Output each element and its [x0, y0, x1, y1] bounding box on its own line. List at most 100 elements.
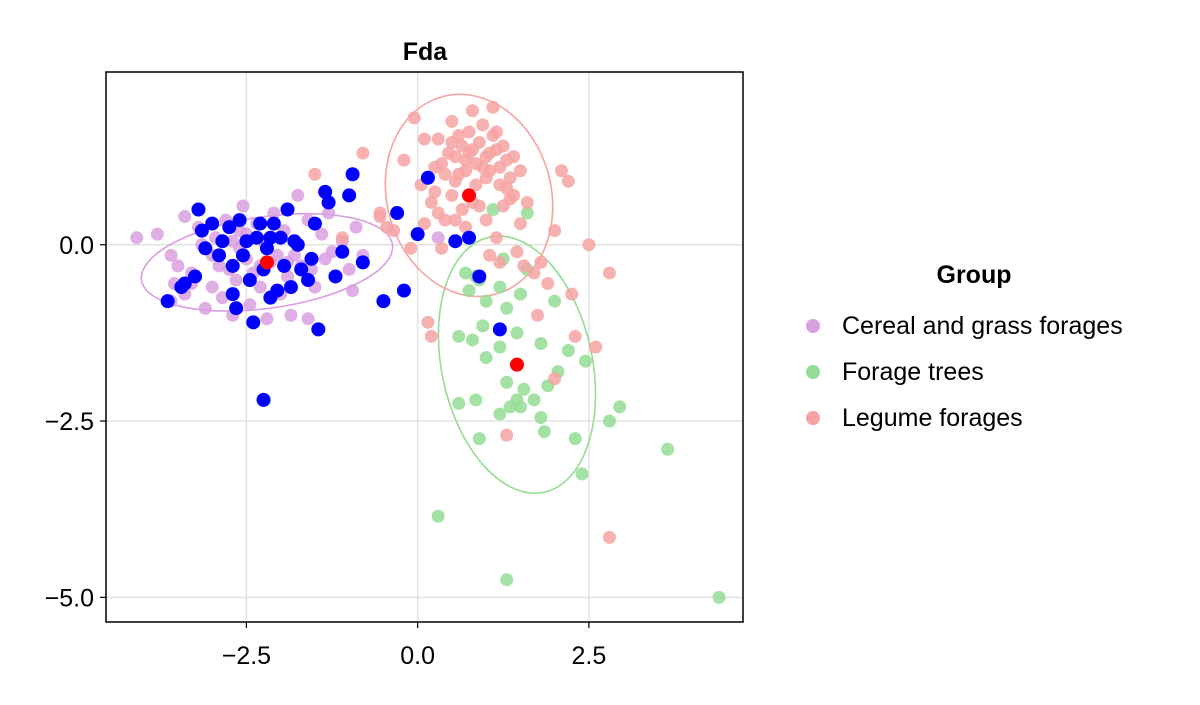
data-point — [534, 255, 548, 269]
data-point — [462, 125, 476, 139]
highlighted-point — [321, 195, 336, 210]
data-point — [589, 340, 603, 354]
data-point — [428, 185, 442, 199]
data-point — [476, 319, 490, 333]
data-point — [517, 259, 531, 273]
data-point — [229, 273, 243, 287]
centroid-point — [259, 255, 274, 270]
data-point — [548, 372, 562, 386]
data-point — [479, 171, 493, 185]
highlighted-point — [345, 167, 360, 182]
highlighted-point — [396, 283, 411, 298]
data-point — [500, 428, 514, 442]
data-point — [472, 432, 486, 446]
legend-label-cereal: Cereal and grass forages — [842, 312, 1123, 340]
highlighted-point — [280, 202, 295, 217]
highlighted-point — [420, 170, 435, 185]
highlighted-point — [215, 234, 230, 249]
data-point — [455, 203, 469, 216]
data-point — [613, 400, 627, 414]
confidence-ellipses — [140, 93, 597, 494]
data-point — [561, 344, 575, 358]
legend-marker-legume — [806, 411, 820, 425]
data-point — [445, 114, 459, 128]
data-point — [431, 231, 445, 245]
data-point — [531, 308, 545, 322]
data-point — [431, 509, 445, 523]
data-point — [301, 312, 315, 326]
data-point — [452, 329, 466, 343]
data-point — [267, 206, 281, 220]
highlighted-point — [235, 248, 250, 263]
data-point — [568, 432, 582, 446]
data-point — [493, 340, 507, 354]
highlighted-point — [472, 269, 487, 284]
data-point — [407, 111, 421, 125]
data-point — [452, 128, 466, 142]
y-tick-label: −2.5 — [45, 408, 94, 436]
data-point — [325, 245, 339, 259]
data-point — [418, 132, 431, 146]
data-point — [284, 308, 298, 322]
data-point — [349, 220, 363, 234]
data-point — [469, 178, 483, 192]
data-point — [346, 284, 360, 298]
data-point — [465, 333, 479, 347]
data-point — [554, 164, 568, 178]
data-point — [493, 407, 507, 421]
data-point — [452, 396, 466, 410]
data-point — [236, 199, 250, 213]
highlighted-point — [283, 280, 298, 295]
highlighted-point — [225, 258, 240, 273]
data-point — [503, 400, 517, 414]
data-point — [418, 217, 431, 231]
highlighted-point — [266, 216, 281, 231]
data-point — [421, 315, 435, 329]
data-point — [486, 203, 500, 216]
data-point — [462, 146, 476, 160]
highlighted-point — [342, 188, 357, 203]
highlighted-point — [191, 202, 206, 217]
data-point — [438, 167, 452, 181]
legend-marker-trees — [806, 365, 820, 379]
data-point — [486, 100, 500, 114]
highlighted-point — [177, 276, 192, 291]
data-point — [308, 167, 322, 181]
highlighted-point — [290, 237, 305, 252]
data-point — [582, 238, 596, 252]
data-point — [472, 136, 486, 150]
highlighted-point — [259, 241, 274, 256]
data-point — [387, 224, 401, 238]
data-point — [548, 294, 562, 308]
data-point — [459, 220, 473, 234]
highlighted-point — [304, 251, 319, 266]
highlighted-point — [492, 322, 507, 337]
data-point — [438, 213, 452, 227]
data-point — [424, 329, 438, 343]
highlighted-point — [294, 262, 309, 277]
grid — [106, 72, 743, 622]
data-point — [462, 284, 476, 298]
highlighted-point — [205, 216, 220, 231]
data-point — [435, 241, 449, 255]
data-point — [472, 199, 486, 213]
data-point — [315, 227, 329, 241]
data-point — [459, 266, 473, 280]
x-tick-label: 0.0 — [400, 642, 435, 670]
data-point — [527, 393, 541, 407]
data-point — [164, 248, 178, 262]
data-point — [397, 153, 411, 167]
data-point — [534, 411, 548, 425]
highlighted-point — [225, 287, 240, 302]
data-point — [452, 167, 466, 181]
legend: Group Cereal and grass forages Forage tr… — [806, 261, 1123, 432]
data-point — [356, 146, 370, 160]
data-point — [476, 118, 490, 132]
data-point — [534, 336, 548, 350]
data-point — [465, 104, 479, 118]
data-point — [448, 213, 462, 227]
data-point — [510, 245, 524, 259]
highlighted-point — [376, 294, 391, 309]
